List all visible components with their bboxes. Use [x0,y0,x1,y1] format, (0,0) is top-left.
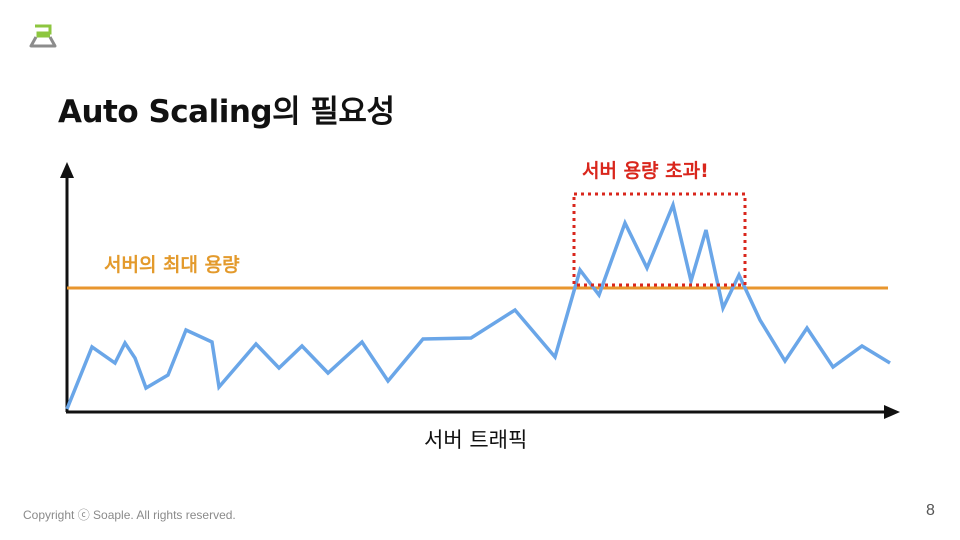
page-number: 8 [926,502,935,519]
traffic-line [65,199,891,410]
y-axis-arrow-icon [60,162,74,178]
x-axis-arrow-icon [884,405,900,419]
overflow-label: 서버 용량 초과! [582,160,709,182]
soaple-logo-icon [29,24,57,48]
overflow-box [572,192,747,287]
slide-title: Auto Scaling의 필요성 [58,94,395,130]
x-axis-label: 서버 트래픽 [424,428,528,452]
capacity-label: 서버의 최대 용량 [104,254,240,276]
copyright-footer: Copyright ⓒ Soaple. All rights reserved. [23,508,236,522]
